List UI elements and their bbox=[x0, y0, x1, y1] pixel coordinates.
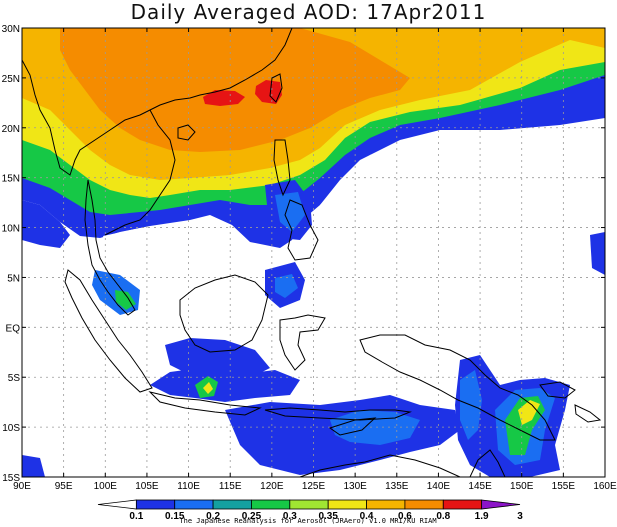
colorbar-label: 0.1 bbox=[129, 511, 143, 522]
coast-taiwan bbox=[269, 73, 283, 103]
aod-patch-red-2 bbox=[255, 80, 282, 104]
lat-label: 5S bbox=[8, 373, 21, 384]
lon-label: 110E bbox=[177, 481, 200, 492]
aod-patch-malaya-green bbox=[115, 290, 136, 310]
aod-patch-png-yellow bbox=[518, 400, 540, 425]
colorbar-swatch bbox=[366, 499, 406, 510]
lat-label: 30N bbox=[2, 24, 20, 35]
coast-new-guinea bbox=[359, 334, 556, 441]
aod-patch-southwest-corner bbox=[22, 455, 45, 477]
colorbar-label: 1.9 bbox=[475, 511, 489, 522]
lon-label: 115E bbox=[219, 481, 242, 492]
coast-solomons bbox=[574, 404, 602, 423]
colorbar-label: 0.2 bbox=[206, 511, 220, 522]
colorbar-label: 0.4 bbox=[360, 511, 374, 522]
aod-patch-red-1 bbox=[203, 90, 245, 106]
axis-ticks bbox=[21, 27, 606, 478]
coast-luzon bbox=[273, 139, 291, 197]
aod-west-strip bbox=[22, 200, 70, 248]
colorbar-label: 3 bbox=[517, 511, 523, 522]
lon-label: 140E bbox=[427, 481, 451, 492]
coast-visayas-mindanao bbox=[284, 199, 319, 261]
lat-axis-labels: 30N 25N 20N 15N 10N 5N EQ 5S 10S 15S bbox=[2, 24, 21, 484]
colorbar-swatch bbox=[135, 499, 176, 510]
lat-label: 15N bbox=[2, 174, 20, 185]
coast-borneo bbox=[179, 274, 269, 353]
aod-patch-philippines-teal bbox=[275, 192, 305, 232]
lon-label: 135E bbox=[385, 481, 409, 492]
aod-band-java bbox=[150, 368, 300, 402]
lon-label: 95E bbox=[55, 481, 73, 492]
aod-patch-timor-teal bbox=[330, 410, 420, 445]
lon-label: 90E bbox=[13, 481, 31, 492]
aod-clear-east bbox=[295, 122, 605, 385]
colorbar-swatch bbox=[251, 499, 291, 510]
colorbar-swatch bbox=[442, 499, 483, 510]
coastlines bbox=[22, 28, 602, 477]
colorbar-label: 0.15 bbox=[165, 511, 185, 522]
lon-axis-labels: 90E 95E 100E 105E 110E 115E 120E 125E 130E 135E 14… bbox=[13, 481, 617, 492]
lon-label: 150E bbox=[510, 481, 534, 492]
lon-label: 120E bbox=[260, 481, 284, 492]
coast-timor bbox=[328, 417, 377, 436]
aod-patch-borneo-north-teal bbox=[275, 274, 298, 298]
lon-label: 145E bbox=[468, 481, 492, 492]
colorbar-swatch bbox=[174, 499, 214, 510]
lat-label: 20N bbox=[2, 124, 20, 135]
colorbar-swatch bbox=[97, 499, 137, 510]
lon-label: 125E bbox=[302, 481, 326, 492]
aod-patch-java-yellow bbox=[203, 382, 213, 394]
colorbar: 0.1 0.15 0.2 0.25 0.3 0.35 0.4 0.6 0.8 1.9 3 bbox=[97, 499, 523, 522]
lon-label: 100E bbox=[94, 481, 118, 492]
colorbar-swatch bbox=[481, 499, 521, 510]
colorbar-swatch bbox=[289, 499, 329, 510]
coast-malay-peninsula bbox=[84, 179, 136, 316]
coast-new-britain bbox=[539, 381, 576, 399]
coast-australia-north bbox=[299, 454, 461, 477]
lat-label: 25N bbox=[2, 74, 20, 85]
aod-shading bbox=[22, 28, 605, 477]
aod-clear-southchina bbox=[103, 226, 232, 270]
lat-label: 5N bbox=[7, 273, 20, 284]
coast-cape-york bbox=[469, 449, 506, 477]
aod-band-borneo bbox=[165, 338, 270, 380]
coast-sulawesi bbox=[279, 314, 326, 371]
colorbar-label: 0.8 bbox=[436, 511, 450, 522]
coast-hainan bbox=[177, 124, 196, 141]
colorbar-label: 0.3 bbox=[283, 511, 297, 522]
colorbar-label: 0.6 bbox=[398, 511, 412, 522]
coast-java bbox=[148, 391, 262, 416]
lat-label: 10S bbox=[2, 423, 20, 434]
colorbar-label: 0.25 bbox=[242, 511, 262, 522]
lat-label: 10N bbox=[2, 224, 20, 235]
lat-label: EQ bbox=[6, 323, 21, 334]
lon-label: 105E bbox=[135, 481, 159, 492]
coast-lesser-sunda bbox=[264, 407, 412, 421]
lat-label: 15S bbox=[2, 473, 20, 484]
colorbar-swatch bbox=[212, 499, 252, 510]
lon-label: 130E bbox=[343, 481, 367, 492]
colorbar-credit: The Japanese Reanalysis for Aerosol (JRA… bbox=[179, 517, 436, 525]
lon-label: 160E bbox=[593, 481, 617, 492]
coast-mainland-asia bbox=[22, 28, 293, 176]
lon-label: 155E bbox=[552, 481, 576, 492]
colorbar-label: 0.35 bbox=[318, 511, 338, 522]
aod-band-orange bbox=[60, 28, 410, 152]
coast-sumatra bbox=[64, 269, 153, 393]
coast-indochina bbox=[104, 109, 176, 236]
map-title: Daily Averaged AOD: 17Apr2011 bbox=[130, 0, 487, 24]
aod-patch-east-edge bbox=[590, 232, 605, 275]
colorbar-swatch bbox=[404, 499, 444, 510]
colorbar-swatch bbox=[327, 499, 367, 510]
